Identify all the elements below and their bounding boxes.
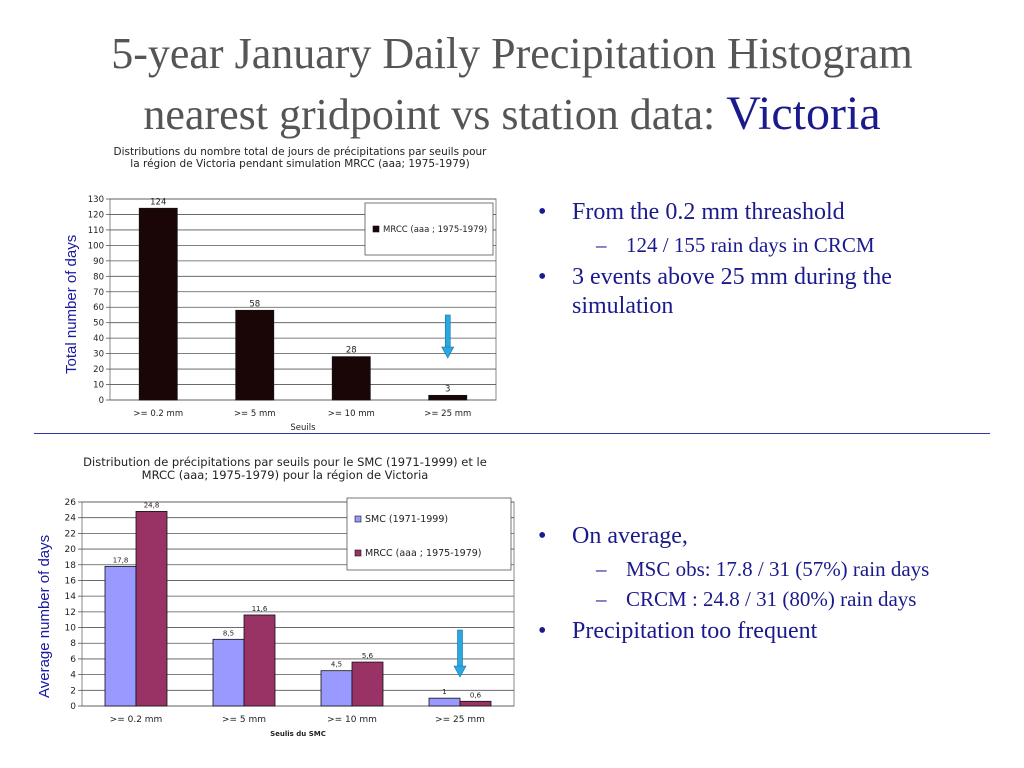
chart2-ytick-label: 16	[65, 576, 77, 586]
chart2-data-label: 11,6	[252, 605, 268, 613]
chart2-ytick-label: 2	[70, 686, 76, 696]
chart1-legend-label: MRCC (aaa ; 1975-1979)	[383, 225, 487, 235]
chart1-ytick-label: 30	[93, 350, 104, 360]
chart2-bar	[428, 697, 461, 707]
chart2-xlabel: Seulis du SMC	[270, 730, 326, 738]
chart2-ytick-label: 12	[65, 608, 76, 618]
chart1-ytick-label: 80	[93, 272, 104, 282]
slide-title-line1: 5-year January Daily Precipitation Histo…	[111, 29, 913, 78]
chart1-bar	[331, 356, 371, 401]
chart2-bar	[212, 638, 245, 707]
chart1-data-label: 28	[346, 346, 357, 356]
chart2-xtick-label: >= 25 mm	[435, 715, 485, 725]
chart2-bar	[351, 661, 384, 707]
chart2-ytick-label: 20	[65, 545, 77, 555]
bottom-sub-bullet: MSC obs: 17.8 / 31 (57%) rain days	[530, 557, 950, 581]
chart1-data-label: 3	[445, 384, 450, 394]
chart2-ytick-label: 26	[65, 498, 77, 508]
chart2-data-label: 1	[442, 688, 446, 696]
chart2-legend-swatch	[354, 549, 362, 557]
bottom-bullet: On average,	[530, 522, 950, 551]
chart1-ytick-label: 50	[93, 319, 104, 329]
slide-title-text: nearest gridpoint vs station data:	[143, 90, 727, 139]
chart1-bar	[235, 309, 275, 401]
chart2-data-label: 5,6	[362, 652, 374, 660]
chart2-data-label: 0,6	[470, 691, 482, 699]
slide-title-highlight: Victoria	[726, 87, 881, 140]
chart1-data-label: 58	[249, 299, 260, 309]
chart1-ytick-label: 100	[88, 241, 104, 251]
chart2-ytick-label: 4	[70, 671, 76, 681]
chart1-xtick-label: >= 10 mm	[328, 409, 375, 419]
chart1-legend	[364, 202, 494, 256]
chart2-legend-label: MRCC (aaa ; 1975-1979)	[365, 548, 482, 559]
chart2-ytick-label: 8	[70, 639, 76, 649]
chart1-legend-swatch	[372, 225, 380, 233]
bottom-bullet: Precipitation too frequent	[530, 617, 950, 646]
chart2-legend-label: SMC (1971-1999)	[365, 514, 448, 525]
chart2-xtick-label: >= 5 mm	[222, 715, 266, 725]
chart1-bar	[428, 394, 468, 401]
chart2-bar	[243, 614, 276, 707]
chart2-legend	[346, 497, 512, 571]
chart2-ytick-label: 0	[70, 702, 76, 712]
chart2-data-label: 4,5	[331, 661, 342, 669]
chart2-ytick-label: 14	[65, 592, 77, 602]
chart1-xlabel: Seuils	[290, 423, 316, 433]
chart1-ytick-label: 70	[93, 288, 104, 298]
chart1-arrow-icon	[444, 314, 451, 349]
chart1-ytick-label: 120	[88, 210, 104, 220]
chart2-ytick-label: 24	[65, 514, 77, 524]
chart2-data-label: 24,8	[144, 501, 160, 509]
chart2-data-label: 8,5	[223, 629, 234, 637]
chart1-xtick-label: >= 0.2 mm	[133, 409, 183, 419]
chart2-arrowhead-icon	[453, 665, 467, 678]
bullets-top: From the 0.2 mm threashold 124 / 155 rain…	[530, 198, 950, 327]
chart1-ytick-label: 130	[88, 195, 104, 205]
chart2-ytick-label: 22	[65, 529, 76, 539]
chart1-ytick-label: 10	[93, 381, 104, 391]
chart1-title: Distributions du nombre total de jours d…	[113, 146, 487, 170]
chart2-legend-swatch	[354, 515, 362, 523]
bullets-bottom: On average, MSC obs: 17.8 / 31 (57%) rain…	[530, 522, 950, 652]
chart2-bar	[135, 511, 168, 707]
chart2-ytick-label: 6	[70, 655, 76, 665]
chart2-arrow-icon	[457, 629, 463, 668]
chart1-xtick-label: >= 5 mm	[234, 409, 276, 419]
top-bullet: From the 0.2 mm threashold	[530, 198, 950, 227]
chart2-ytick-label: 18	[65, 561, 77, 571]
chart2-ytick-label: 10	[65, 624, 77, 634]
chart1-arrowhead-icon	[441, 346, 455, 359]
top-sub-bullet: 124 / 155 rain days in CRCM	[530, 233, 950, 257]
chart1-ytick-label: 20	[93, 365, 104, 375]
bottom-sub-bullet: CRCM : 24.8 / 31 (80%) rain days	[530, 587, 950, 611]
top-bullet: 3 events above 25 mm during the simulati…	[530, 263, 950, 321]
chart1-bar	[138, 207, 178, 401]
divider-line	[34, 433, 990, 434]
chart2-bar	[320, 670, 353, 707]
chart1-ytick-label: 0	[99, 396, 104, 406]
chart1-ytick-label: 60	[93, 303, 104, 313]
chart1-ytick-label: 40	[93, 334, 104, 344]
chart1-data-label: 124	[150, 197, 166, 207]
chart2-title: Distribution de précipitations par seuil…	[83, 455, 487, 482]
chart2-xtick-label: >= 10 mm	[327, 715, 377, 725]
chart1-ytick-label: 90	[93, 257, 104, 267]
chart1-xtick-label: >= 25 mm	[424, 409, 471, 419]
slide-title-line2: nearest gridpoint vs station data: Victo…	[0, 88, 1024, 141]
chart2-xtick-label: >= 0.2 mm	[110, 715, 163, 725]
chart2-bar	[104, 565, 137, 707]
chart2-data-label: 17,8	[113, 556, 129, 564]
chart2-bar	[459, 700, 492, 707]
chart1-ytick-label: 110	[88, 226, 104, 236]
